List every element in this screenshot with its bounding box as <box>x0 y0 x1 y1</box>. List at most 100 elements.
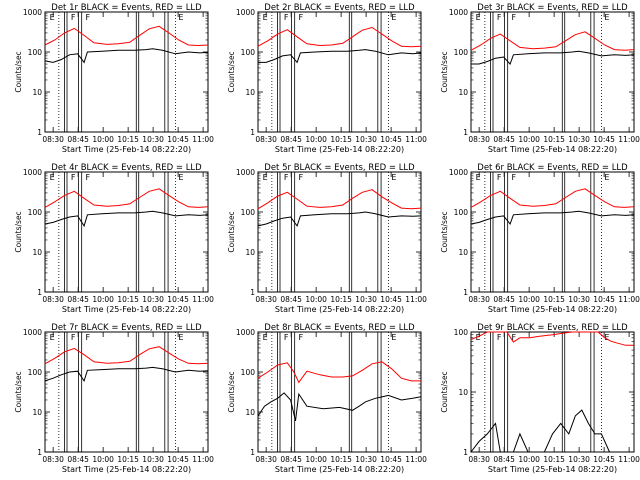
x-tick-label: 10:30 <box>355 295 377 304</box>
series-line-events <box>470 210 635 226</box>
chart-title: Det 9r BLACK = Events, RED = LLD <box>477 323 628 333</box>
x-axis-label: Start Time (25-Feb-14 08:22:20) <box>488 305 617 314</box>
marker-label-3: F <box>85 333 90 342</box>
series-line-lld <box>470 31 635 51</box>
x-tick-label: 10:15 <box>330 135 352 144</box>
x-tick-label: 10:00 <box>92 295 114 304</box>
y-tick-label: 10 <box>32 408 42 417</box>
marker-label-1: E <box>263 173 268 182</box>
y-tick-label: 1000 <box>236 8 255 17</box>
plot-frame <box>470 171 635 293</box>
marker-label-2: F <box>71 333 76 342</box>
x-tick-label: 08:30 <box>468 295 490 304</box>
x-tick-label: 10:15 <box>117 455 139 464</box>
marker-label-2: F <box>71 13 76 22</box>
x-tick-label: 10:15 <box>543 135 565 144</box>
x-tick-label: 08:30 <box>255 135 277 144</box>
y-tick-label: 10 <box>458 388 468 397</box>
x-tick-label: 10:30 <box>355 135 377 144</box>
y-tick-label: 1 <box>37 128 42 137</box>
y-axis-label: Counts/sec <box>227 51 236 92</box>
y-axis-label: Counts/sec <box>440 51 449 92</box>
y-axis-label: Counts/sec <box>14 51 23 92</box>
x-tick-label: 08:45 <box>280 135 302 144</box>
marker-label-2: F <box>497 173 502 182</box>
marker-label-2: F <box>71 173 76 182</box>
plot-frame <box>257 171 422 293</box>
marker-label-3: F <box>511 173 516 182</box>
x-tick-label: 10:45 <box>167 455 189 464</box>
x-axis-label: Start Time (25-Feb-14 08:22:20) <box>275 465 404 474</box>
x-tick-label: 11:00 <box>192 455 214 464</box>
y-tick-label: 10 <box>458 88 468 97</box>
y-tick-label: 10 <box>32 248 42 257</box>
chart-title: Det 4r BLACK = Events, RED = LLD <box>51 163 202 173</box>
y-tick-label: 1 <box>37 448 42 457</box>
x-tick-label: 08:30 <box>42 295 64 304</box>
marker-label-4: E <box>178 13 183 22</box>
x-axis-label: Start Time (25-Feb-14 08:22:20) <box>62 305 191 314</box>
y-tick-label: 10 <box>245 88 255 97</box>
marker-label-1: E <box>50 333 55 342</box>
x-axis-label: Start Time (25-Feb-14 08:22:20) <box>62 145 191 154</box>
x-tick-label: 10:45 <box>380 135 402 144</box>
marker-label-3: F <box>298 333 303 342</box>
y-tick-label: 100 <box>241 368 256 377</box>
y-tick-label: 1 <box>463 288 468 297</box>
y-tick-label: 100 <box>241 208 256 217</box>
y-axis-label: Counts/sec <box>14 371 23 412</box>
x-tick-label: 10:30 <box>142 455 164 464</box>
x-tick-label: 08:45 <box>67 295 89 304</box>
y-tick-label: 1000 <box>449 168 468 177</box>
x-tick-label: 10:00 <box>92 455 114 464</box>
y-tick-label: 10 <box>245 248 255 257</box>
x-tick-label: 10:45 <box>593 455 615 464</box>
x-tick-label: 11:00 <box>618 455 640 464</box>
x-tick-label: 08:30 <box>42 455 64 464</box>
x-tick-label: 10:30 <box>142 295 164 304</box>
marker-label-4: E <box>604 333 609 342</box>
x-tick-label: 10:45 <box>380 295 402 304</box>
y-tick-label: 10 <box>245 408 255 417</box>
y-tick-label: 100 <box>454 328 469 337</box>
series-line-lld <box>44 25 209 47</box>
y-tick-label: 1 <box>250 288 255 297</box>
series-line-events <box>44 366 209 383</box>
x-tick-label: 10:15 <box>330 455 352 464</box>
x-tick-label: 11:00 <box>192 295 214 304</box>
x-tick-label: 08:30 <box>468 135 490 144</box>
marker-label-1: E <box>50 13 55 22</box>
marker-label-3: F <box>85 173 90 182</box>
x-tick-label: 11:00 <box>405 295 427 304</box>
y-tick-label: 1000 <box>23 168 42 177</box>
chart-title: Det 8r BLACK = Events, RED = LLD <box>264 323 415 333</box>
plot-frame <box>257 331 422 453</box>
chart-title: Det 3r BLACK = Events, RED = LLD <box>477 3 628 13</box>
marker-label-1: E <box>476 333 481 342</box>
y-tick-label: 100 <box>28 368 43 377</box>
x-tick-label: 08:45 <box>67 135 89 144</box>
y-tick-label: 1 <box>37 288 42 297</box>
marker-label-2: F <box>497 13 502 22</box>
y-tick-label: 1000 <box>23 328 42 337</box>
y-tick-label: 100 <box>28 208 43 217</box>
x-tick-label: 10:15 <box>543 295 565 304</box>
y-axis-label: Counts/sec <box>440 371 449 412</box>
x-tick-label: 08:45 <box>493 135 515 144</box>
marker-label-1: E <box>476 173 481 182</box>
x-tick-label: 10:15 <box>117 135 139 144</box>
chart-title: Det 7r BLACK = Events, RED = LLD <box>51 323 202 333</box>
plot-frame <box>257 11 422 133</box>
x-tick-label: 10:45 <box>167 135 189 144</box>
x-tick-label: 10:45 <box>593 135 615 144</box>
y-tick-label: 1000 <box>23 8 42 17</box>
y-axis-label: Counts/sec <box>440 211 449 252</box>
marker-label-4: E <box>178 173 183 182</box>
marker-label-4: E <box>178 333 183 342</box>
y-tick-label: 1000 <box>236 168 255 177</box>
